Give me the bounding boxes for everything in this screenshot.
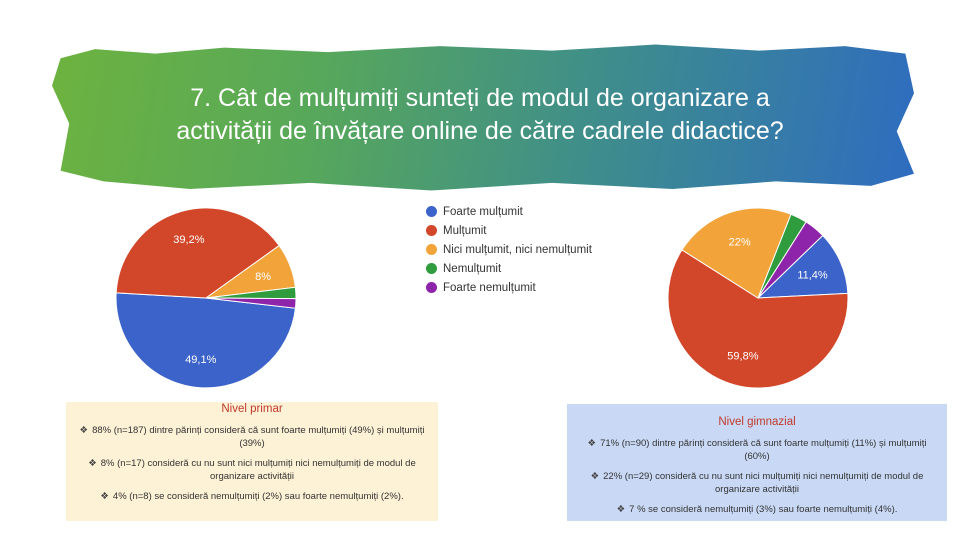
pie-slice bbox=[115, 292, 296, 389]
diamond-bullet-icon: ❖ bbox=[100, 491, 109, 502]
primar-bullet-text: 88% (n=187) dintre părinți consideră că … bbox=[92, 425, 425, 449]
primar-bullet: ❖ 8% (n=17) consideră cu nu sunt nici mul… bbox=[74, 457, 430, 483]
legend-label: Foarte nemulțumit bbox=[443, 281, 536, 294]
pie-slice bbox=[115, 207, 280, 299]
legend-label: Nici mulțumit, nici nemulțumit bbox=[443, 243, 592, 256]
gimnazial-bullet-text: 22% (n=29) consideră cu nu sunt nici mul… bbox=[603, 471, 924, 495]
primar-bullet: ❖ 4% (n=8) se consideră nemulțumiți (2%) … bbox=[74, 490, 430, 503]
gimnazial-title: Nivel gimnazial bbox=[718, 416, 796, 428]
slide-title-line2: activității de învățare online de către … bbox=[176, 117, 784, 145]
gimnazial-bullet: ❖ 71% (n=90) dintre părinți consideră că … bbox=[575, 437, 939, 463]
legend-swatch bbox=[426, 263, 437, 274]
pie-data-label: 8% bbox=[255, 271, 271, 283]
title-banner bbox=[52, 44, 914, 191]
legend-item: Mulțumit bbox=[426, 221, 592, 240]
legend-item: Foarte mulțumit bbox=[426, 202, 592, 221]
diamond-bullet-icon: ❖ bbox=[616, 504, 626, 515]
primar-bullet-text: 8% (n=17) consideră cu nu sunt nici mulț… bbox=[100, 458, 416, 482]
diamond-bullet-icon: ❖ bbox=[88, 458, 97, 469]
primar-summary-box: Nivel primar ❖ 88% (n=187) dintre părinți… bbox=[66, 402, 438, 521]
gimnazial-summary-box: Nivel gimnazial ❖ 71% (n=90) dintre părin… bbox=[567, 404, 947, 521]
pie-data-label: 49,1% bbox=[185, 354, 216, 366]
pie-slice bbox=[757, 221, 824, 299]
pie-data-label: 11,4% bbox=[797, 269, 828, 281]
pie-data-label: 39,2% bbox=[173, 234, 204, 246]
legend-label: Foarte mulțumit bbox=[443, 205, 523, 218]
legend-label: Mulțumit bbox=[443, 224, 487, 237]
legend-item: Nici mulțumit, nici nemulțumit bbox=[426, 240, 592, 259]
pie-slice bbox=[667, 249, 849, 389]
legend-label: Nemulțumit bbox=[443, 262, 502, 275]
primar-bullet: ❖ 88% (n=187) dintre părinți consideră că… bbox=[74, 424, 430, 450]
pie-data-label: 22% bbox=[729, 237, 751, 249]
legend-swatch bbox=[426, 244, 437, 255]
legend-swatch bbox=[426, 282, 437, 293]
legend-item: Nemulțumit bbox=[426, 259, 592, 278]
pie-slice bbox=[205, 297, 297, 309]
pie-slice bbox=[756, 234, 849, 299]
legend-item: Foarte nemulțumit bbox=[426, 278, 592, 297]
gimnazial-bullet-text: 7 % se consideră nemulțumiți (3%) sau fo… bbox=[629, 504, 898, 515]
gimnazial-bullet-text: 71% (n=90) dintre părinți consideră că s… bbox=[600, 438, 927, 462]
diamond-bullet-icon: ❖ bbox=[590, 471, 600, 482]
diamond-bullet-icon: ❖ bbox=[79, 425, 89, 436]
primar-bullet-text: 4% (n=8) se consideră nemulțumiți (2%) s… bbox=[112, 491, 404, 502]
slide-title: 7. Cât de mulțumiți sunteți de modul de … bbox=[80, 82, 880, 148]
primar-title: Nivel primar bbox=[221, 403, 283, 415]
legend-swatch bbox=[426, 206, 437, 217]
slide-title-line1: 7. Cât de mulțumiți sunteți de modul de … bbox=[190, 84, 770, 112]
pie-slice bbox=[681, 207, 792, 299]
legend-swatch bbox=[426, 225, 437, 236]
diamond-bullet-icon: ❖ bbox=[587, 438, 597, 449]
gimnazial-bullet: ❖ 22% (n=29) consideră cu nu sunt nici mu… bbox=[575, 470, 939, 496]
chart-legend: Foarte mulțumit Mulțumit Nici mulțumit, … bbox=[426, 202, 592, 297]
gimnazial-bullet: ❖ 7 % se consideră nemulțumiți (3%) sau f… bbox=[575, 503, 939, 516]
pie-data-label: 59,8% bbox=[727, 351, 758, 363]
